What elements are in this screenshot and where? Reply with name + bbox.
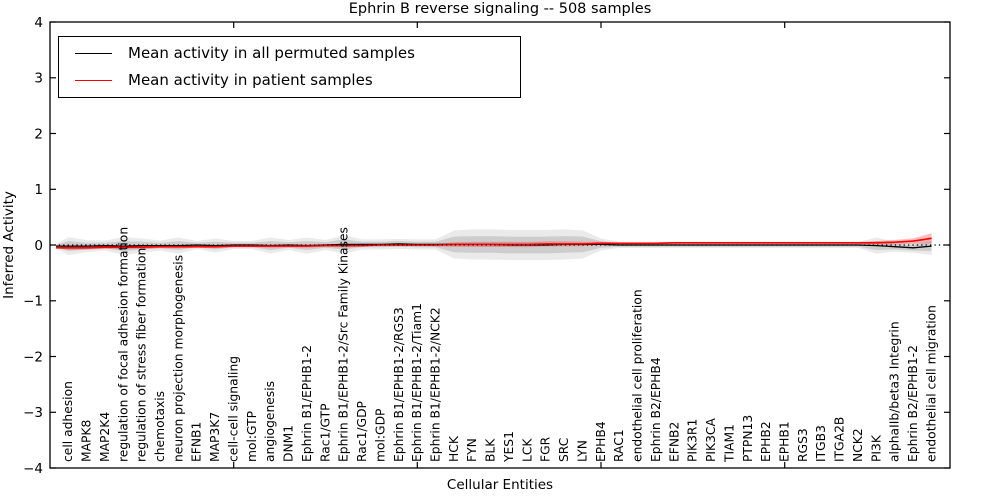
category-label: neuron projection morphogenesis (171, 255, 185, 462)
category-label: Rac1/GDP (355, 401, 369, 462)
x-axis-label: Cellular Entities (446, 477, 554, 493)
category-label: regulation of stress fiber formation (135, 248, 149, 462)
category-label: MAPK8 (80, 420, 94, 462)
legend-line-sample-patient (75, 80, 112, 82)
category-label: MAP2K4 (98, 412, 112, 462)
category-label: NCK2 (851, 428, 865, 462)
y-axis-tick-label: −4 (23, 461, 43, 477)
y-axis-label: Inferred Activity (1, 191, 17, 299)
chart-title: Ephrin B reverse signaling -- 508 sample… (348, 1, 652, 17)
category-label: ITGB3 (814, 425, 828, 462)
category-label: PIK3R1 (686, 419, 700, 462)
legend-label-patient: Mean activity in patient samples (128, 71, 373, 90)
category-label: EFNB1 (190, 422, 204, 462)
category-label: FYN (465, 438, 479, 462)
category-label: regulation of focal adhesion formation (116, 227, 130, 462)
category-label: LYN (576, 440, 590, 462)
y-axis-tick-label: 2 (34, 126, 43, 142)
category-label: Ephrin B1/EPHB1-2/Tiam1 (410, 303, 424, 462)
category-label: endothelial cell migration (924, 305, 938, 462)
category-label: TIAM1 (722, 424, 736, 463)
y-axis-tick-label: 0 (34, 238, 43, 254)
category-label: Ephrin B1/EPHB1-2/Src Family Kinases (337, 227, 351, 462)
category-label: Rac1/GTP (318, 403, 332, 462)
category-label: Ephrin B2/EPHB4 (649, 357, 663, 462)
category-label: mol:GTP (245, 411, 259, 462)
category-label: DNM1 (282, 425, 296, 462)
category-label: cell-cell signaling (227, 356, 241, 462)
category-label: chemotaxis (153, 391, 167, 462)
y-axis-tick-label: −1 (23, 294, 43, 310)
category-label: EFNB2 (667, 422, 681, 462)
category-label: PTPN13 (741, 415, 755, 462)
legend-label-permuted: Mean activity in all permuted samples (128, 43, 415, 62)
category-label: RAC1 (612, 429, 626, 462)
category-label: HCK (447, 435, 461, 462)
y-axis-tick-label: 4 (34, 15, 43, 31)
y-axis-tick-label: −2 (23, 349, 43, 365)
y-axis-tick-label: 3 (34, 71, 43, 87)
y-axis-tick-label: 1 (34, 182, 43, 198)
category-label: MAP3K7 (208, 412, 222, 462)
legend: Mean activity in all permuted samples Me… (58, 36, 521, 98)
category-label: cell adhesion (61, 381, 75, 462)
category-label: EPHB4 (594, 421, 608, 462)
category-label: endothelial cell proliferation (631, 289, 645, 462)
category-label: FGR (539, 436, 553, 462)
category-label: YES1 (502, 431, 516, 463)
category-label: mol:GDP (373, 409, 387, 462)
category-label: SRC (557, 438, 571, 462)
category-label: Ephrin B2/EPHB1-2 (906, 345, 920, 462)
category-label: LCK (520, 438, 534, 462)
y-axis-tick-label: −3 (23, 405, 43, 421)
legend-line-sample-permuted (75, 52, 112, 54)
legend-entry-patient: Mean activity in patient samples (59, 68, 520, 94)
category-label: Ephrin B1/EPHB1-2/RGS3 (392, 307, 406, 462)
category-label: BLK (484, 438, 498, 462)
legend-entry-permuted: Mean activity in all permuted samples (59, 40, 520, 66)
category-label: PI3K (869, 434, 883, 462)
category-label: EPHB1 (778, 421, 792, 462)
category-label: alphaIIb/beta3 Integrin (888, 321, 902, 462)
category-label: angiogenesis (263, 381, 277, 462)
category-label: RGS3 (796, 428, 810, 462)
category-label: Ephrin B1/EPHB1-2/NCK2 (429, 307, 443, 462)
category-label: ITGA2B (833, 417, 847, 462)
category-label: EPHB2 (759, 421, 773, 462)
category-label: Ephrin B1/EPHB1-2 (300, 345, 314, 462)
category-label: PIK3CA (704, 417, 718, 462)
